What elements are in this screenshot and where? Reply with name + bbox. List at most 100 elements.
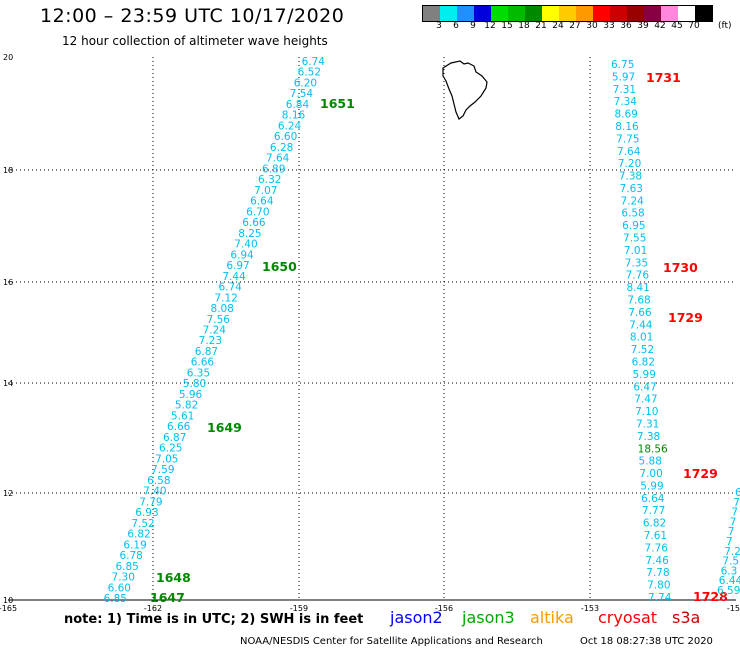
wave-height-label: 7.2 [724, 546, 740, 558]
wave-height-label: 7.40 [234, 239, 257, 251]
legend-swatch [491, 6, 508, 21]
satellite-name: altika [530, 608, 574, 627]
wave-height-label: 7.30 [112, 572, 135, 584]
wave-height-label: 7.46 [645, 555, 669, 567]
axis-labels: 20 18 16 14 12 10-165 -162 -159 -156 -153 -150 [0, 53, 740, 613]
legend-label: 39 [637, 21, 649, 31]
wave-height-label: 6.58 [621, 208, 644, 220]
island-outline [442, 60, 488, 120]
legend-swatch [610, 6, 627, 21]
wave-height-label: 7.10 [635, 406, 658, 418]
wave-height-label: 5.97 [612, 71, 635, 83]
wave-height-label: 6.64 [250, 196, 274, 208]
wave-height-label: 6.74 [218, 282, 242, 294]
wave-height-label: 7.38 [619, 171, 642, 183]
wave-height-label: 6.32 [258, 174, 281, 186]
wave-height-label: 6.84 [286, 99, 310, 111]
wave-height-label: 7 [733, 497, 740, 509]
wave-height-label: 7.05 [155, 453, 178, 465]
lat-label: 16 [3, 278, 13, 287]
page-title: 12:00 – 23:59 UTC 10/17/2020 [40, 5, 345, 27]
track-1: 6.746.526.207.546.848.166.246.606.287.64… [104, 56, 355, 605]
wave-height-label: 6.3 [721, 565, 738, 577]
wave-height-label: 7 [728, 526, 735, 538]
wave-height-label: 6.89 [262, 163, 285, 175]
wave-height-label: 6.28 [270, 142, 293, 154]
wave-height-label: 7.34 [614, 96, 638, 108]
wave-height-label: 7.68 [627, 295, 650, 307]
wave-height-label: 7.07 [254, 185, 277, 197]
lat-label: 14 [3, 379, 13, 388]
wave-height-label: 8.41 [626, 282, 649, 294]
lon-label: -156 [435, 604, 453, 613]
legend-swatch [508, 6, 525, 21]
legend-label: 12 [484, 21, 496, 31]
legend-swatch [695, 6, 712, 21]
legend-swatch [559, 6, 576, 21]
wave-height-label: 6.87 [163, 432, 186, 444]
wave-height-label: 6.58 [147, 475, 170, 487]
wave-height-label: 6.25 [159, 443, 182, 455]
wave-height-label: 6.35 [187, 367, 210, 379]
wave-height-label: 6.64 [641, 493, 665, 505]
wave-height-label: 6.24 [278, 120, 302, 132]
lon-label: -159 [290, 604, 308, 613]
wave-height-label: 6.97 [226, 260, 249, 272]
wave-height-label: 7.44 [222, 271, 246, 283]
legend-swatch [627, 6, 644, 21]
legend-unit: (ft) [718, 21, 732, 31]
wave-height-label: 7.00 [639, 468, 662, 480]
legend-label: 30 [586, 21, 598, 31]
timestamp-text: Oct 18 08:27:38 UTC 2020 [580, 636, 713, 647]
legend-swatch [423, 6, 440, 21]
gridlines [8, 57, 736, 601]
wave-height-label: 7.55 [623, 233, 646, 245]
legend-swatch [525, 6, 542, 21]
lat-label: 20 [3, 53, 13, 62]
wave-height-label: 8.01 [630, 332, 653, 344]
wave-height-label: 7.12 [214, 292, 237, 304]
legend-swatch [644, 6, 661, 21]
lat-label: 18 [3, 166, 13, 175]
wave-height-label: 7.24 [203, 325, 227, 337]
legend-label: 33 [603, 21, 615, 31]
wave-height-label: 7 [731, 507, 738, 519]
legend-label: 27 [569, 21, 581, 31]
color-legend [422, 5, 713, 22]
wave-height-label: 6.78 [119, 550, 142, 562]
legend-label: 6 [453, 21, 459, 31]
credit-text: NOAA/NESDIS Center for Satellite Applica… [240, 636, 543, 647]
satellite-name: s3a [672, 608, 701, 627]
wave-height-label: 6.82 [632, 356, 655, 368]
wave-height-label: 5.88 [639, 456, 662, 468]
wave-height-label: 6.66 [167, 421, 191, 433]
legend-swatch [542, 6, 559, 21]
wave-height-label: 7.47 [634, 394, 657, 406]
legend-label: 70 [688, 21, 700, 31]
pass-time-label: 1649 [207, 420, 242, 435]
wave-height-label: 7.31 [613, 84, 636, 96]
wave-height-label: 7.23 [199, 335, 222, 347]
wave-height-label: 18.56 [638, 443, 668, 455]
wave-height-label: 6.85 [104, 593, 127, 605]
wave-height-label: 6.87 [195, 346, 218, 358]
wave-height-label: 8.16 [615, 121, 639, 133]
legend-swatch [457, 6, 474, 21]
legend-label: 24 [552, 21, 564, 31]
wave-height-label: 7.52 [631, 344, 654, 356]
wave-height-label: 7.31 [636, 418, 659, 430]
lon-label: -162 [144, 604, 162, 613]
lon-label: -165 [0, 604, 17, 613]
wave-height-label: 7.75 [616, 133, 639, 145]
wave-height-label: 7.80 [647, 580, 670, 592]
wave-height-label: 7.63 [620, 183, 643, 195]
lon-label: -153 [581, 604, 599, 613]
wave-height-label: 7 [726, 536, 733, 548]
wave-height-label: 6.82 [643, 518, 666, 530]
satellite-name: jason3 [462, 608, 515, 627]
legend-swatch [440, 6, 457, 21]
pass-time-label: 1728 [693, 589, 728, 604]
wave-height-label: 6.74 [302, 56, 326, 68]
